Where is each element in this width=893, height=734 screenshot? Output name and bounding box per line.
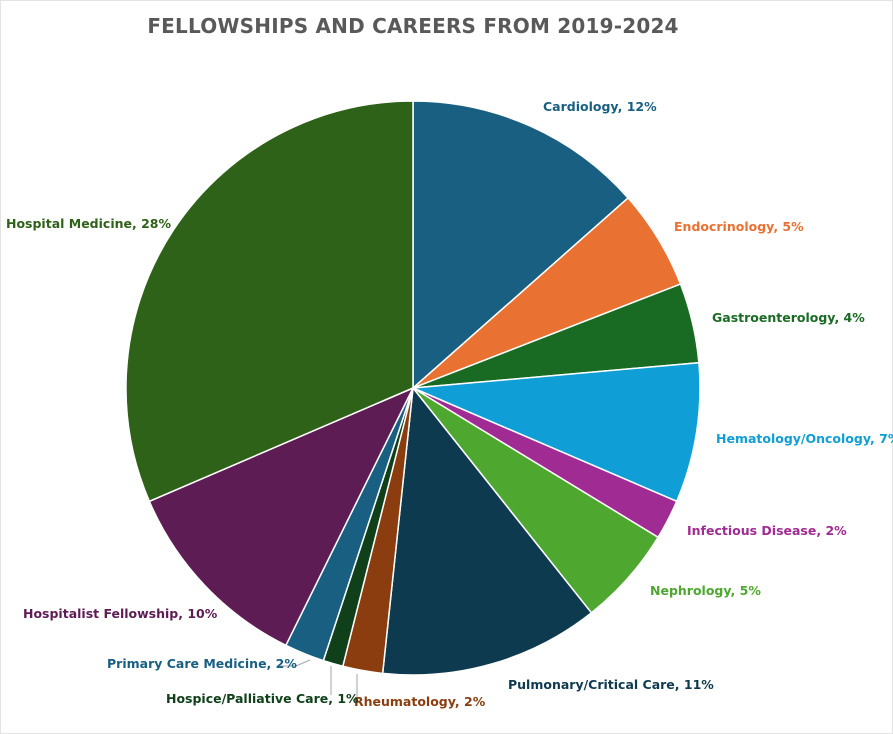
data-label-nephrology: Nephrology, 5% (650, 583, 761, 598)
data-label-gastroenterology: Gastroenterology, 4% (712, 310, 865, 325)
data-label-pulmonary-critical-care: Pulmonary/Critical Care, 11% (508, 677, 714, 692)
data-label-cardiology: Cardiology, 12% (543, 99, 657, 114)
data-label-primary-care-medicine: Primary Care Medicine, 2% (107, 656, 297, 671)
data-label-infectious-disease: Infectious Disease, 2% (687, 523, 847, 538)
data-label-hospital-medicine: Hospital Medicine, 28% (6, 216, 171, 231)
pie-slice-hospital-medicine (125, 100, 414, 503)
data-label-rheumatology: Rheumatology, 2% (354, 694, 486, 709)
data-label-hospice-palliative-care: Hospice/Palliative Care, 1% (166, 691, 359, 706)
data-label-endocrinology: Endocrinology, 5% (674, 219, 804, 234)
data-label-hospitalist-fellowship: Hospitalist Fellowship, 10% (23, 606, 218, 621)
leader-line (280, 659, 311, 667)
data-label-hematology-oncology: Hematology/Oncology, 7% (716, 431, 893, 446)
chart-title: FELLOWSHIPS AND CAREERS FROM 2019-2024 (147, 14, 679, 38)
pie-slice-hematology-oncology (412, 361, 701, 503)
pie-slice-pulmonary-critical-care (381, 386, 593, 676)
pie-slice-cardiology (412, 100, 630, 390)
pie-slice-hospitalist-fellowship (148, 386, 415, 647)
